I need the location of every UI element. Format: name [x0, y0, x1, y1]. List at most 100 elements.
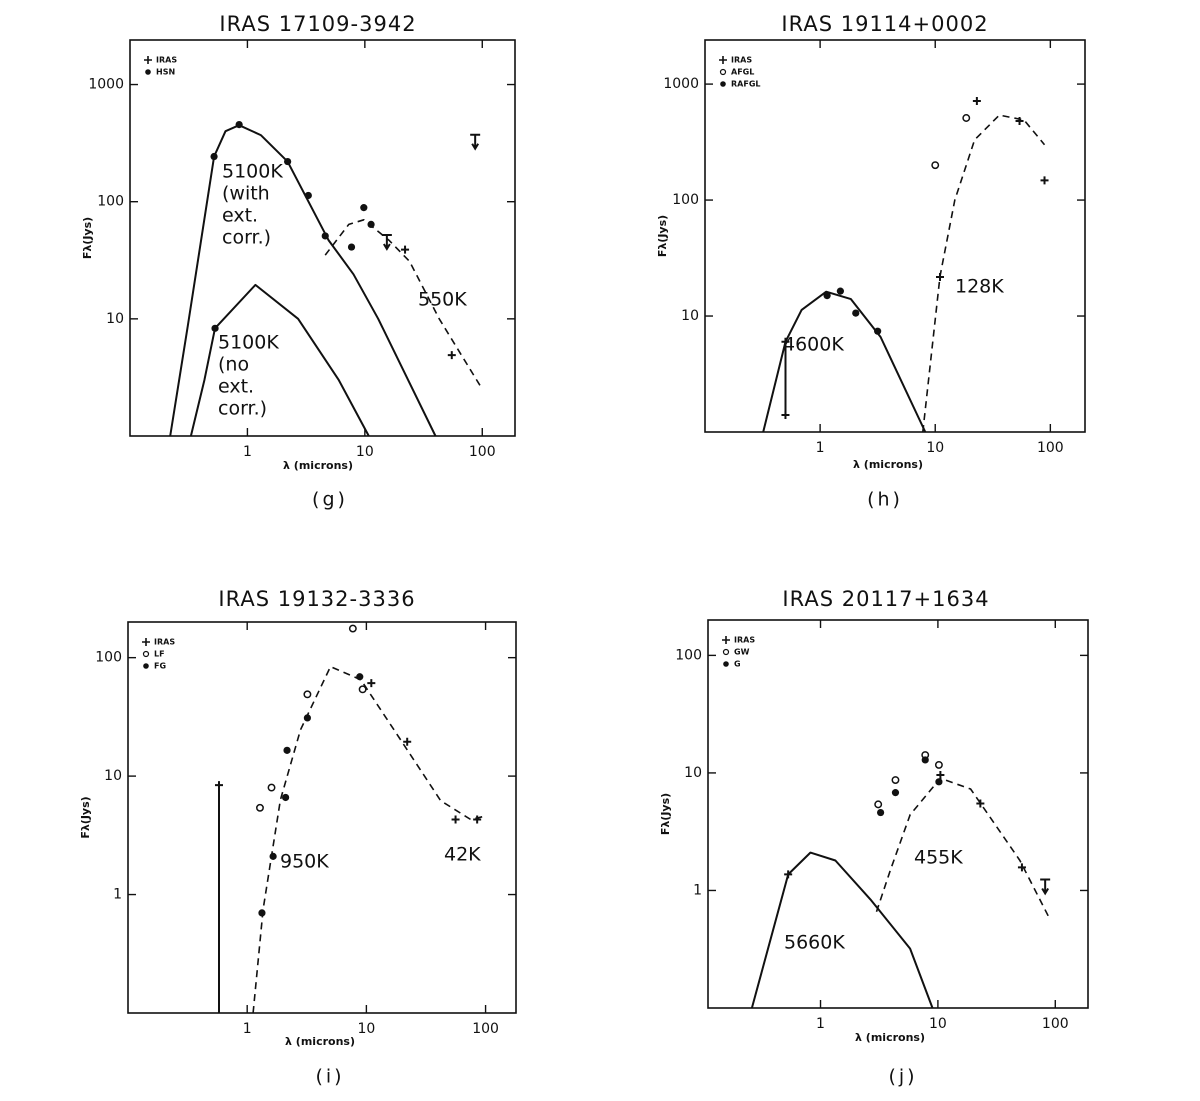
legend-entry: IRAS — [719, 56, 752, 65]
data-point — [1040, 176, 1049, 185]
data-point — [784, 870, 793, 879]
data-point — [781, 337, 790, 346]
data-point — [381, 233, 392, 251]
data-point — [451, 815, 460, 824]
data-point — [401, 245, 410, 254]
legend-marker — [719, 68, 727, 76]
legend-label: IRAS — [731, 56, 752, 65]
legend-entry: GW — [722, 648, 750, 657]
y-tick-label: 1 — [693, 882, 702, 898]
data-point — [931, 161, 940, 170]
data-point — [356, 673, 364, 681]
y-tick-label: 100 — [95, 650, 122, 666]
annotation: corr.) — [218, 398, 267, 420]
data-point — [823, 292, 831, 300]
y-tick-label: 100 — [675, 647, 702, 663]
legend-marker — [142, 638, 150, 646]
data-point — [874, 800, 883, 809]
x-tick-label: 10 — [356, 444, 374, 460]
x-tick-label: 100 — [1037, 440, 1064, 456]
y-tick-label: 100 — [672, 192, 699, 208]
data-point — [934, 760, 943, 769]
y-axis-label: Fλ(Jys) — [659, 793, 672, 835]
y-tick-label: 10 — [104, 768, 122, 784]
data-point — [214, 781, 223, 790]
data-point — [347, 243, 356, 251]
data-point — [304, 191, 312, 200]
data-point — [836, 287, 844, 295]
data-point — [1015, 117, 1024, 126]
chart-title: IRAS 20117+1634 — [782, 587, 989, 611]
panel-label: (h) — [867, 489, 903, 511]
data-point — [281, 793, 290, 802]
y-tick-label: 1000 — [663, 76, 699, 92]
panel-label: (i) — [315, 1066, 344, 1088]
annotation: (with — [222, 183, 270, 205]
legend-marker — [144, 56, 152, 64]
legend-label: IRAS — [156, 56, 177, 65]
legend-label: IRAS — [154, 638, 175, 647]
legend-label: RAFGL — [731, 80, 760, 89]
legend-entry: HSN — [145, 68, 175, 77]
legend-label: FG — [154, 662, 166, 671]
data-point — [936, 771, 945, 780]
plot-frame — [707, 619, 1089, 1009]
annotation: ext. — [222, 205, 258, 227]
data-point — [935, 778, 943, 786]
panel-label: (g) — [312, 489, 348, 511]
legend-label: IRAS — [734, 636, 755, 645]
chart-title: IRAS 19132-3336 — [218, 587, 415, 611]
y-tick-label: 1 — [113, 887, 122, 903]
legend-entry: IRAS — [144, 56, 177, 65]
data-point — [1017, 863, 1026, 872]
legend-label: AFGL — [731, 68, 754, 77]
plot-frame — [127, 621, 517, 1014]
data-point — [303, 690, 312, 699]
data-point — [976, 799, 985, 808]
x-tick-label: 100 — [472, 1021, 499, 1037]
legend-label: GW — [734, 648, 750, 657]
legend-entry: IRAS — [142, 638, 175, 647]
model-curve — [189, 283, 370, 437]
data-point — [473, 815, 482, 824]
y-axis-label: Fλ(Jys) — [81, 217, 94, 259]
annotation: 42K — [444, 844, 481, 866]
annotation: (no — [218, 354, 249, 376]
legend-marker — [723, 661, 729, 667]
data-point — [235, 121, 243, 129]
data-point — [781, 411, 790, 420]
legend-marker — [720, 81, 726, 87]
x-axis-label: λ (microns) — [853, 458, 923, 471]
legend-marker — [143, 663, 149, 669]
legend-entry: G — [723, 660, 741, 669]
x-axis-label: λ (microns) — [855, 1031, 925, 1044]
data-point — [962, 114, 971, 122]
data-point — [852, 309, 860, 317]
data-point — [358, 685, 367, 694]
legend-label: HSN — [156, 68, 175, 77]
data-point — [447, 351, 456, 360]
x-tick-label: 1 — [243, 1021, 252, 1037]
chart-title: IRAS 17109-3942 — [219, 12, 416, 36]
annotation: 5100K — [218, 332, 279, 354]
data-point — [972, 96, 981, 105]
x-tick-label: 100 — [1042, 1016, 1069, 1032]
data-point — [321, 232, 329, 240]
x-tick-label: 10 — [357, 1021, 375, 1037]
annotation: 5660K — [784, 932, 845, 954]
data-point — [367, 679, 376, 688]
data-point — [210, 152, 218, 161]
plot-frame — [704, 39, 1086, 433]
data-point — [284, 157, 292, 166]
legend-entry: RAFGL — [720, 80, 760, 89]
legend-entry: LF — [142, 650, 165, 659]
annotation: 128K — [955, 276, 1004, 298]
legend-label: LF — [154, 650, 165, 659]
plot-frame — [129, 39, 516, 437]
x-axis-label: λ (microns) — [285, 1035, 355, 1048]
legend-marker — [142, 650, 150, 658]
annotation: 4600K — [783, 334, 844, 356]
data-point — [348, 624, 357, 633]
